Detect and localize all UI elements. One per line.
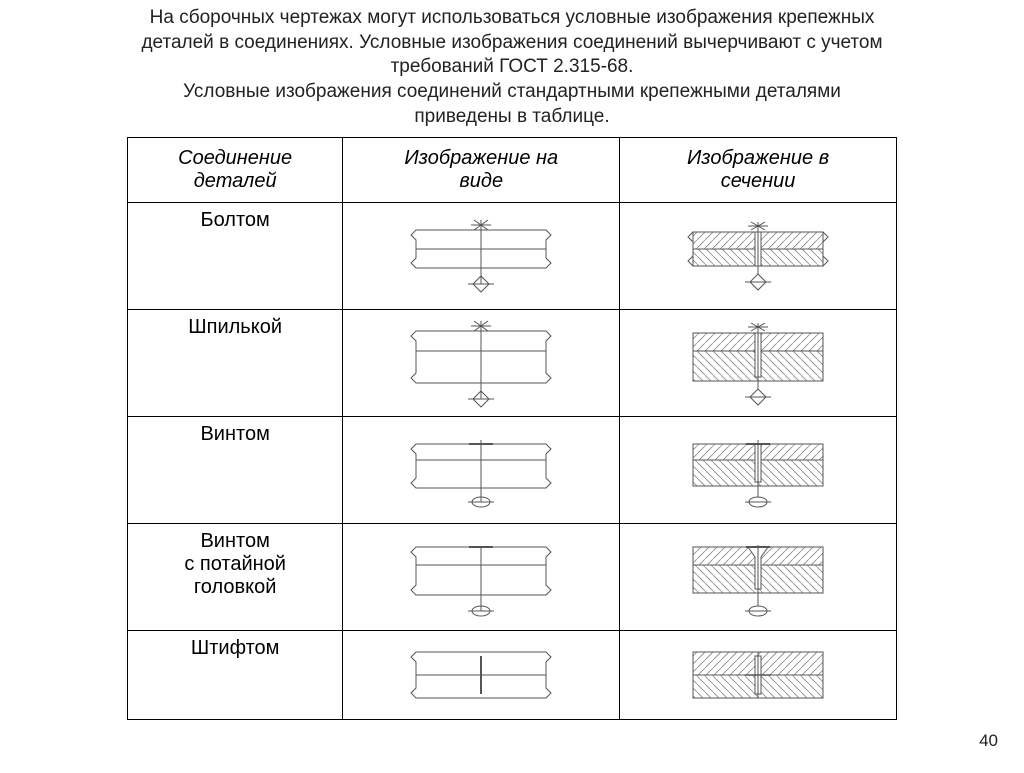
label-text: Винтом — [200, 530, 269, 552]
header-view: Изображение на виде — [343, 138, 620, 203]
intro-line: требований ГОСТ 2.315-68. — [391, 56, 634, 77]
pin-section-diagram — [620, 631, 897, 720]
bolt-view-diagram — [343, 203, 620, 310]
screw-view-diagram — [343, 417, 620, 524]
row-label-pin: Штифтом — [128, 631, 343, 720]
intro-line: На сборочных чертежах могут использовать… — [150, 7, 875, 28]
stud-section-diagram — [620, 310, 897, 417]
label-text: с потайной — [184, 553, 286, 575]
row-label-screw: Винтом — [128, 417, 343, 524]
header-text: сечении — [721, 170, 796, 192]
header-text: деталей — [194, 170, 277, 192]
header-section: Изображение в сечении — [620, 138, 897, 203]
stud-view-diagram — [343, 310, 620, 417]
header-connection: Соединение деталей — [128, 138, 343, 203]
intro-line: Условные изображения соединений стандарт… — [183, 81, 841, 102]
page-number: 40 — [979, 731, 998, 751]
row-label-bolt: Болтом — [128, 203, 343, 310]
header-text: Соединение — [178, 147, 292, 169]
intro-line: деталей в соединениях. Условные изображе… — [141, 32, 882, 53]
header-text: Изображение в — [687, 147, 829, 169]
intro-line: приведены в таблице. — [414, 106, 609, 127]
countersunk-section-diagram — [620, 524, 897, 631]
row-label-stud: Шпилькой — [128, 310, 343, 417]
row-label-countersunk: Винтом с потайной головкой — [128, 524, 343, 631]
screw-section-diagram — [620, 417, 897, 524]
fastener-table: Соединение деталей Изображение на виде И… — [127, 137, 897, 720]
header-text: виде — [459, 170, 503, 192]
countersunk-view-diagram — [343, 524, 620, 631]
header-text: Изображение на — [404, 147, 558, 169]
pin-view-diagram — [343, 631, 620, 720]
intro-text: На сборочных чертежах могут использовать… — [0, 6, 1024, 129]
label-text: головкой — [194, 576, 276, 598]
bolt-section-diagram — [620, 203, 897, 310]
